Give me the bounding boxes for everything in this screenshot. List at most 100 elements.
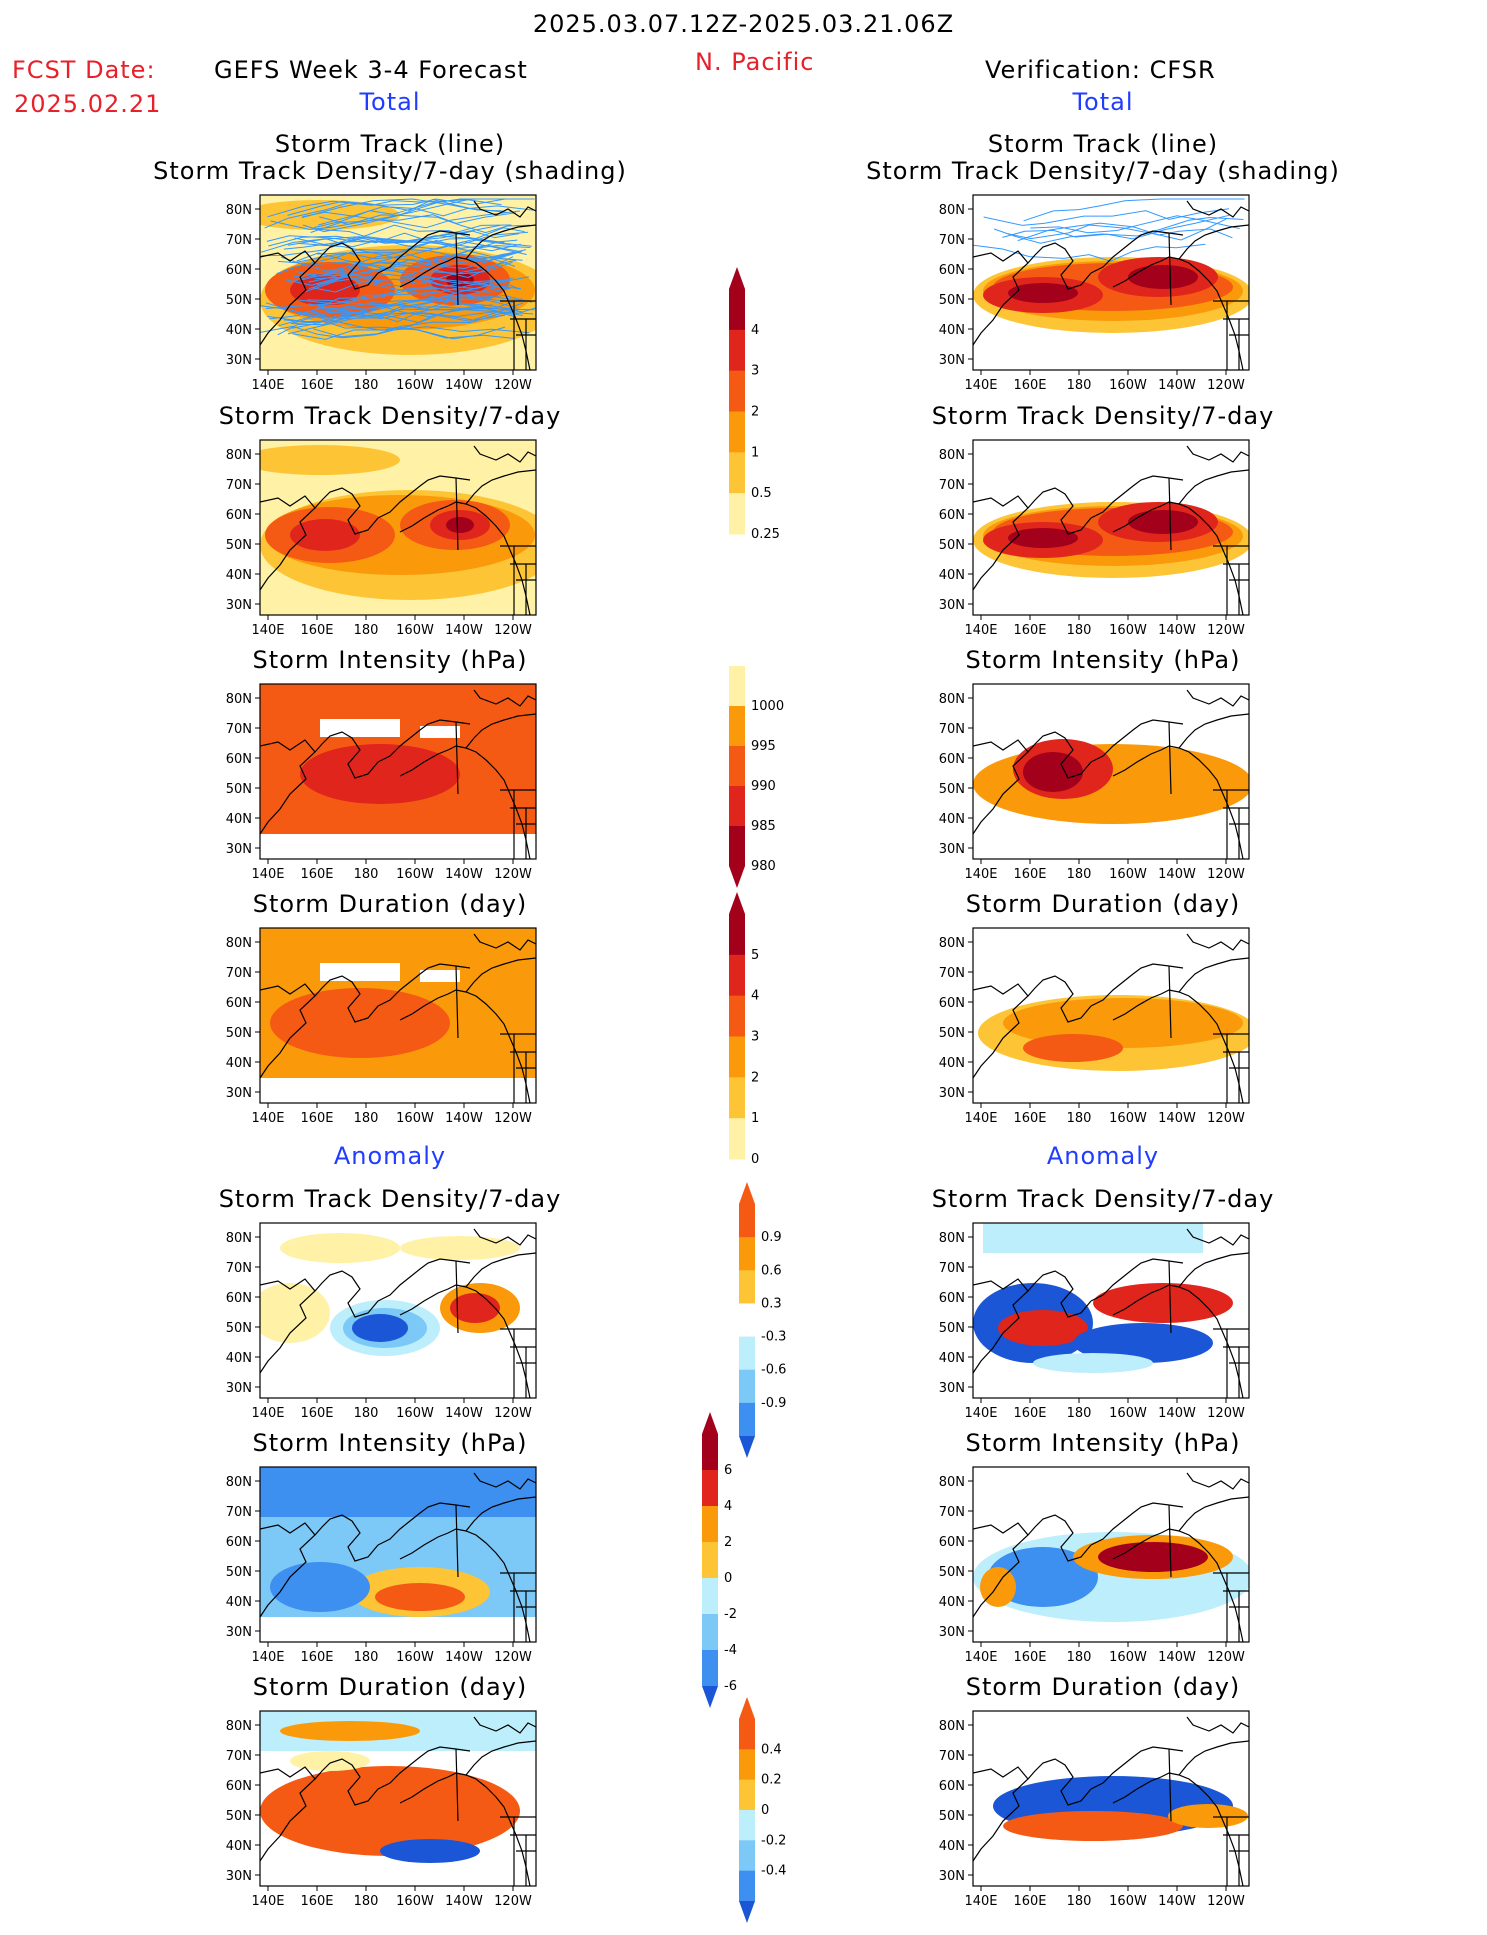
y-tick-label: 80N <box>226 203 252 218</box>
x-tick-label: 160E <box>300 1894 333 1909</box>
x-tick-label: 160W <box>396 623 434 638</box>
anomaly-positive <box>290 1751 370 1771</box>
map-track-verif: 140E 160E 180 160W 140W 120W 80N 70N 60N 50N 40N 30… <box>939 194 1250 393</box>
left-column-title: GEFS Week 3-4 Forecast <box>214 56 528 84</box>
coastline <box>260 445 536 615</box>
colorbar-segment <box>739 1402 755 1437</box>
colorbar-segment <box>729 914 745 956</box>
density-max <box>1128 510 1198 534</box>
storm-track-lines <box>260 198 536 340</box>
map-frame <box>259 1710 537 1887</box>
y-tick-label: 50N <box>226 1565 252 1580</box>
colorbar-label: 0.3 <box>761 1296 782 1311</box>
y-tick-label: 30N <box>226 598 252 613</box>
y-tick-label: 60N <box>939 752 965 767</box>
x-tick-label: 160W <box>396 1650 434 1665</box>
title-anom-density-right: Storm Track Density/7-day <box>931 1185 1275 1213</box>
map-frame <box>259 683 537 860</box>
intensity-core <box>300 744 460 804</box>
title-density-left: Storm Track Density/7-day <box>218 402 562 430</box>
x-tick-label: 120W <box>494 378 532 393</box>
colorbar-segment <box>729 666 745 707</box>
anomaly-negative <box>988 1547 1098 1607</box>
y-tick-label: 50N <box>226 1026 252 1041</box>
y-tick-label: 70N <box>226 1261 252 1276</box>
colorbar-segment <box>739 1870 755 1902</box>
x-tick-label: 140E <box>251 378 284 393</box>
x-tick-label: 140W <box>445 1111 483 1126</box>
anomaly-label-left: Anomaly <box>333 1142 447 1170</box>
colorbar-segment <box>739 1369 755 1404</box>
y-tick-label: 40N <box>226 1595 252 1610</box>
anomaly-positive <box>1093 1283 1233 1323</box>
y-tick-label: 70N <box>939 1261 965 1276</box>
y-tick-label: 40N <box>939 323 965 338</box>
y-tick-label: 30N <box>939 598 965 613</box>
colorbar-label: 0.25 <box>751 527 780 542</box>
x-tick-label: 140W <box>445 1650 483 1665</box>
x-tick-label: 160E <box>1013 1650 1046 1665</box>
density-max <box>1128 265 1198 289</box>
y-tick-label: 60N <box>939 1535 965 1550</box>
colorbar-segment <box>739 1303 755 1338</box>
x-tick-label: 140W <box>1158 623 1196 638</box>
y-tick-label: 70N <box>226 1505 252 1520</box>
coastline <box>260 1472 536 1642</box>
y-tick-label: 40N <box>939 812 965 827</box>
x-tick-label: 140E <box>251 1650 284 1665</box>
x-tick-label: 160W <box>396 1111 434 1126</box>
y-tick-label: 40N <box>226 812 252 827</box>
x-tick-label: 160W <box>396 378 434 393</box>
x-tick-label: 120W <box>494 1406 532 1421</box>
title-duration-left: Storm Duration (day) <box>252 890 528 918</box>
x-tick-label: 120W <box>494 1650 532 1665</box>
colorbar-label: 2 <box>724 1535 732 1550</box>
y-tick-label: 30N <box>226 1625 252 1640</box>
storm-track-lines <box>973 198 1245 262</box>
x-tick-label: 180 <box>354 623 379 638</box>
anomaly-positive <box>260 1283 330 1343</box>
y-tick-label: 60N <box>939 1291 965 1306</box>
coastline <box>973 1472 1249 1642</box>
duration-core <box>270 988 450 1058</box>
colorbar-segment <box>729 995 745 1037</box>
y-tick-label: 50N <box>939 1809 965 1824</box>
colorbar-label: 1 <box>751 445 759 460</box>
colorbar-label: 3 <box>751 1030 759 1045</box>
map-frame <box>259 439 537 616</box>
y-tick-label: 50N <box>939 538 965 553</box>
anomaly-positive <box>280 1721 420 1741</box>
y-tick-label: 80N <box>226 1719 252 1734</box>
anomaly-negative <box>380 1839 480 1863</box>
map-frame <box>259 1466 537 1643</box>
colorbar-segment <box>729 493 745 535</box>
x-tick-label: 120W <box>1207 1894 1245 1909</box>
coastline <box>973 200 1249 370</box>
y-tick-label: 60N <box>226 263 252 278</box>
colorbar-label: -0.4 <box>761 1864 786 1879</box>
density-max <box>1008 283 1078 303</box>
x-tick-label: 140E <box>964 867 997 882</box>
x-tick-label: 180 <box>1067 867 1092 882</box>
y-tick-label: 70N <box>939 966 965 981</box>
y-tick-label: 50N <box>226 1809 252 1824</box>
fcst-label: FCST Date: <box>12 56 156 84</box>
map-anom-intensity-forecast: 140E 160E 180 160W 140W 120W 80N 70N 60N 50N 40N 30… <box>226 1466 537 1665</box>
map-frame <box>972 927 1250 1104</box>
coastline <box>260 1228 536 1398</box>
map-anom-intensity-verif: 140E 160E 180 160W 140W 120W 80N 70N 60N 50N 40N 30… <box>939 1466 1250 1665</box>
y-tick-label: 70N <box>939 233 965 248</box>
y-tick-label: 60N <box>939 996 965 1011</box>
map-frame <box>972 194 1250 371</box>
total-label-right: Total <box>1072 88 1134 116</box>
title-track-line-left: Storm Track (line) <box>274 130 506 158</box>
y-tick-label: 40N <box>939 1056 965 1071</box>
colorbar-segment <box>739 1779 755 1811</box>
y-tick-label: 50N <box>226 538 252 553</box>
y-tick-label: 80N <box>939 1719 965 1734</box>
x-tick-label: 140W <box>1158 1650 1196 1665</box>
x-tick-label: 120W <box>494 867 532 882</box>
density-max <box>1008 528 1078 548</box>
colorbar-segment <box>729 706 745 747</box>
x-tick-label: 120W <box>1207 1650 1245 1665</box>
